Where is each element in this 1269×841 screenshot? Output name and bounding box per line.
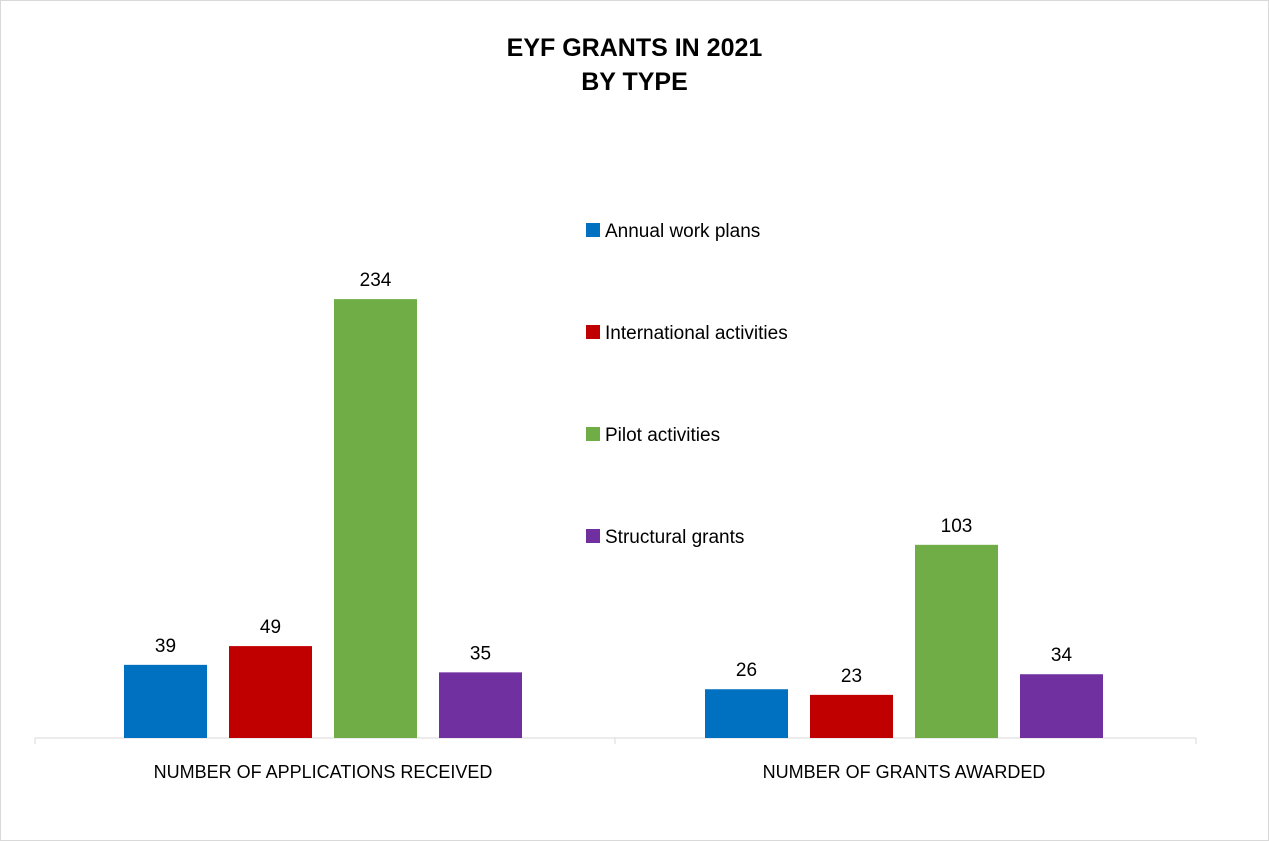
legend-swatch [586,427,600,441]
data-label: 49 [260,617,281,638]
chart-subtitle: BY TYPE [581,68,688,96]
bar [810,694,893,738]
bar [705,689,788,738]
bar [229,646,312,738]
legend-swatch [586,529,600,543]
category-label: NUMBER OF APPLICATIONS RECEIVED [154,762,493,782]
category-label: NUMBER OF GRANTS AWARDED [763,762,1046,782]
data-label: 26 [736,660,757,681]
chart-title: EYF GRANTS IN 2021 [506,34,763,62]
data-label: 103 [941,516,973,537]
bar [1020,674,1103,738]
bar [124,664,207,738]
legend-swatch [586,223,600,237]
bar [915,544,998,738]
legend-label: International activities [605,323,788,344]
data-label: 234 [360,270,392,291]
chart-title-block: EYF GRANTS IN 2021 BY TYPE [0,31,1269,99]
legend-swatch [586,325,600,339]
legend-label: Annual work plans [605,221,760,242]
legend-label: Pilot activities [605,425,720,446]
data-label: 35 [470,643,491,664]
data-label: 34 [1051,645,1073,666]
legend-label: Structural grants [605,527,744,548]
bar [334,299,417,738]
data-label: 39 [155,636,176,657]
data-label: 23 [841,666,862,687]
bar [439,672,522,738]
